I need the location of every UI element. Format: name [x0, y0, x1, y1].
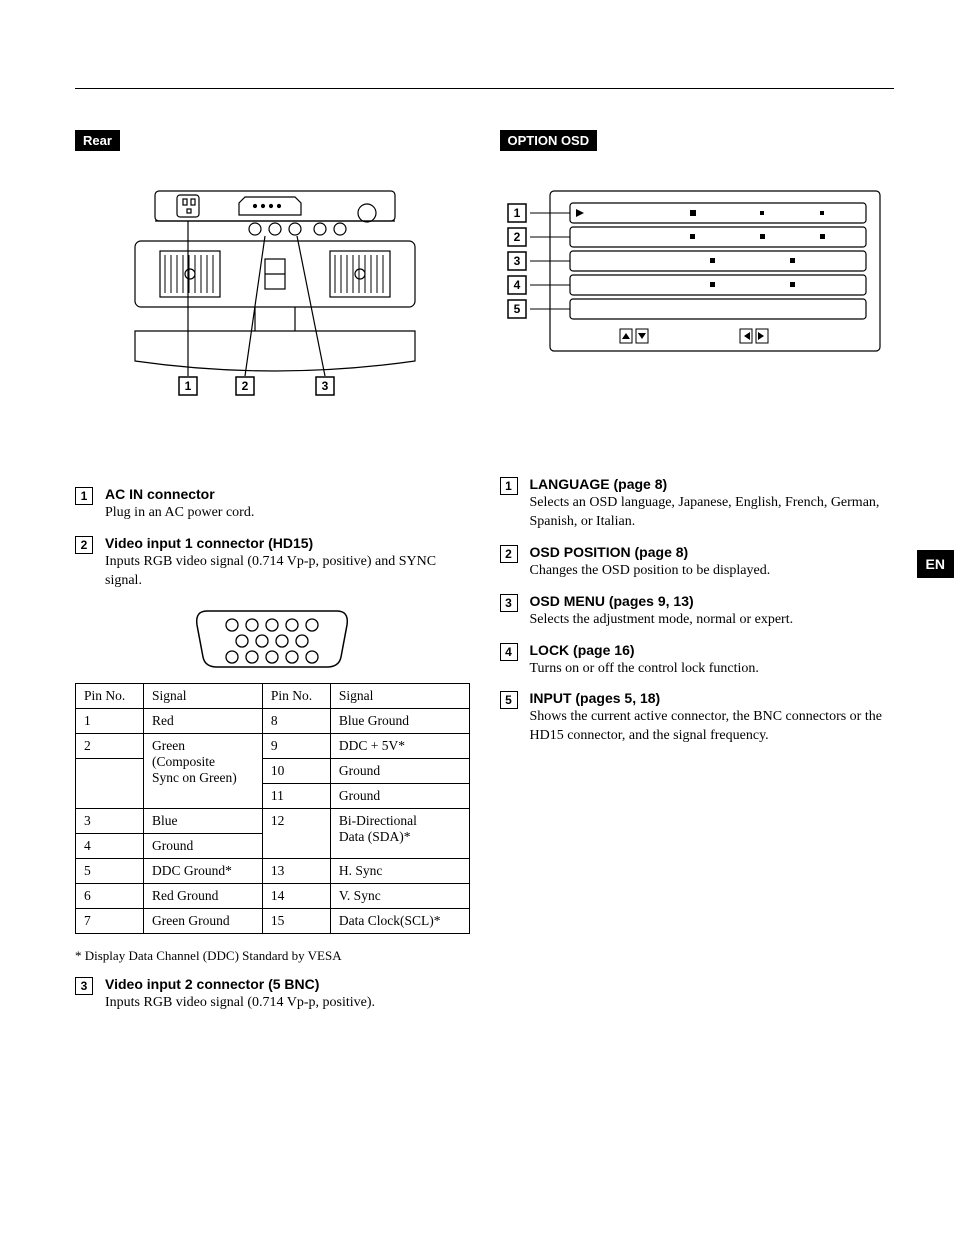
language-title: LANGUAGE (page 8) — [530, 476, 895, 492]
callout-ac-in: 1 AC IN connector Plug in an AC power co… — [75, 486, 470, 523]
rear-callout-2: 2 — [242, 379, 249, 393]
lock-title: LOCK (page 16) — [530, 642, 895, 658]
lock-desc: Turns on or off the control lock functio… — [530, 660, 895, 679]
video1-desc: Inputs RGB video signal (0.714 Vp-p, pos… — [105, 553, 470, 591]
th-pin-left: Pin No. — [76, 683, 144, 708]
language-tab: EN — [917, 550, 954, 578]
pin-table-header-row: Pin No. Signal Pin No. Signal — [76, 683, 470, 708]
callout-osd-position: 2 OSD POSITION (page 8) Changes the OSD … — [500, 544, 895, 581]
ac-in-title: AC IN connector — [105, 486, 470, 502]
osd-position-title: OSD POSITION (page 8) — [530, 544, 895, 560]
table-row: 3 Blue 12 Bi-DirectionalData (SDA)* — [76, 808, 470, 833]
table-row: 11 Ground — [76, 783, 470, 808]
osd-menu-desc: Selects the adjustment mode, normal or e… — [530, 611, 895, 630]
table-row: 7 Green Ground 15 Data Clock(SCL)* — [76, 908, 470, 933]
callout-video-input-1: 2 Video input 1 connector (HD15) Inputs … — [75, 535, 470, 591]
callout-input: 5 INPUT (pages 5, 18) Shows the current … — [500, 690, 895, 746]
num-box-2: 2 — [75, 536, 93, 554]
osd-num-1: 1 — [500, 477, 518, 495]
hd15-connector-diagram — [187, 603, 357, 673]
osd-callout-list: 1 LANGUAGE (page 8) Selects an OSD langu… — [500, 476, 895, 746]
callout-language: 1 LANGUAGE (page 8) Selects an OSD langu… — [500, 476, 895, 532]
table-row: 10 Ground — [76, 758, 470, 783]
svg-text:1: 1 — [513, 206, 520, 220]
top-horizontal-rule — [75, 88, 894, 89]
video1-title: Video input 1 connector (HD15) — [105, 535, 470, 551]
video2-desc: Inputs RGB video signal (0.714 Vp-p, pos… — [105, 994, 470, 1013]
input-desc: Shows the current active connector, the … — [530, 708, 895, 746]
osd-menu-title: OSD MENU (pages 9, 13) — [530, 593, 895, 609]
rear-callout-list: 1 AC IN connector Plug in an AC power co… — [75, 486, 470, 1013]
osd-num-5: 5 — [500, 691, 518, 709]
rear-callout-3: 3 — [322, 379, 329, 393]
rear-section-label: Rear — [75, 130, 120, 151]
osd-num-4: 4 — [500, 643, 518, 661]
th-signal-left: Signal — [144, 683, 263, 708]
option-osd-section-label: OPTION OSD — [500, 130, 598, 151]
svg-text:4: 4 — [513, 278, 520, 292]
svg-text:2: 2 — [513, 230, 520, 244]
th-signal-right: Signal — [330, 683, 469, 708]
ac-in-desc: Plug in an AC power cord. — [105, 504, 470, 523]
rear-panel-diagram: 1 2 3 — [105, 181, 445, 401]
callout-osd-menu: 3 OSD MENU (pages 9, 13) Selects the adj… — [500, 593, 895, 630]
rear-callout-1: 1 — [185, 379, 192, 393]
pin-assignment-table: Pin No. Signal Pin No. Signal 1 Red 8 Bl… — [75, 683, 470, 934]
left-column: Rear — [75, 130, 470, 1025]
svg-text:3: 3 — [513, 254, 520, 268]
table-row: 6 Red Ground 14 V. Sync — [76, 883, 470, 908]
osd-position-desc: Changes the OSD position to be displayed… — [530, 562, 895, 581]
callout-lock: 4 LOCK (page 16) Turns on or off the con… — [500, 642, 895, 679]
ddc-footnote: * Display Data Channel (DDC) Standard by… — [75, 948, 470, 964]
table-row: 5 DDC Ground* 13 H. Sync — [76, 858, 470, 883]
callout-video-input-2: 3 Video input 2 connector (5 BNC) Inputs… — [75, 976, 470, 1013]
osd-num-3: 3 — [500, 594, 518, 612]
table-row: 2 Green(CompositeSync on Green) 9 DDC + … — [76, 733, 470, 758]
num-box-1: 1 — [75, 487, 93, 505]
language-desc: Selects an OSD language, Japanese, Engli… — [530, 494, 895, 532]
video2-title: Video input 2 connector (5 BNC) — [105, 976, 470, 992]
right-column: OPTION OSD — [500, 130, 895, 1025]
num-box-3: 3 — [75, 977, 93, 995]
osd-diagram: 1 2 3 4 5 — [500, 181, 890, 361]
osd-num-2: 2 — [500, 545, 518, 563]
table-row: 1 Red 8 Blue Ground — [76, 708, 470, 733]
th-pin-right: Pin No. — [262, 683, 330, 708]
input-title: INPUT (pages 5, 18) — [530, 690, 895, 706]
two-column-layout: Rear — [75, 130, 894, 1025]
svg-text:5: 5 — [513, 302, 520, 316]
